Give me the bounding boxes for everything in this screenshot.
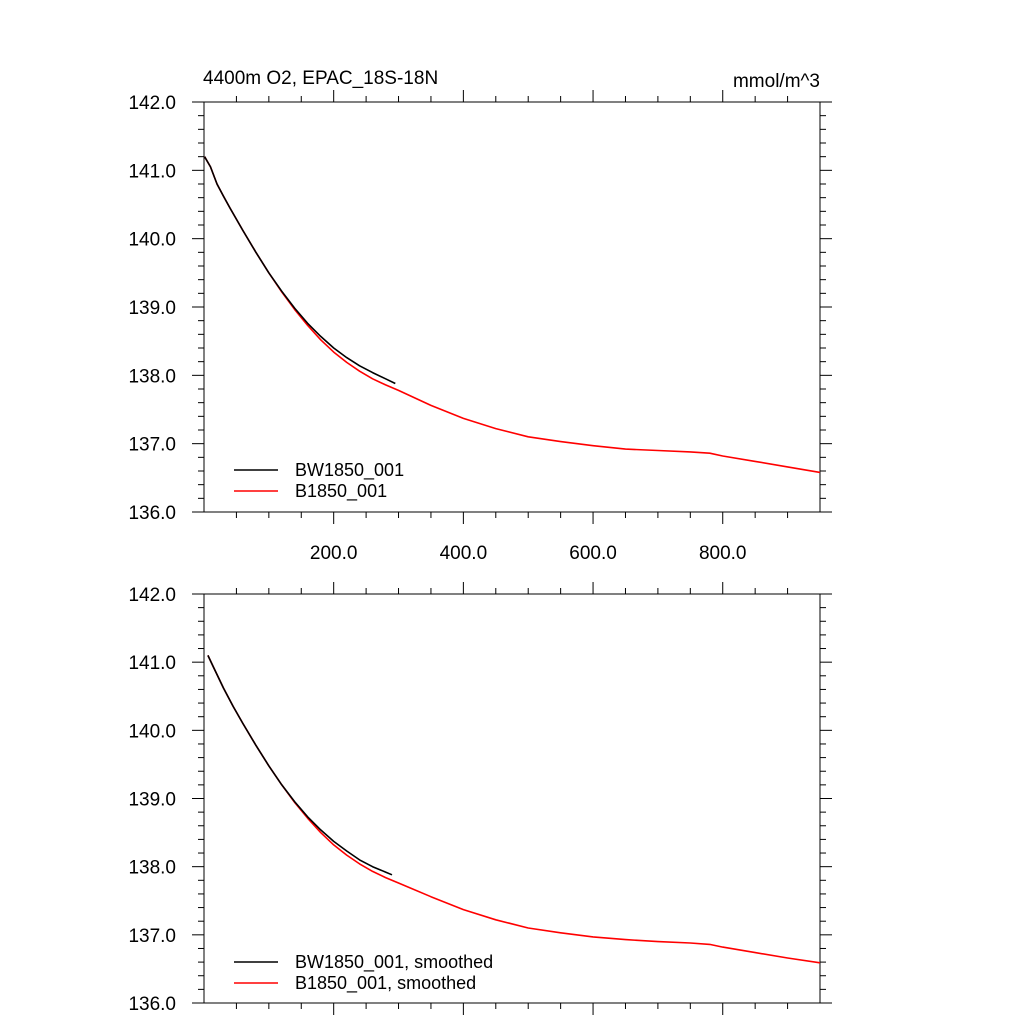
y-tick-label: 138.0 [128, 858, 176, 879]
series-line-b1850-001-smoothed [207, 655, 821, 964]
y-tick-label: 139.0 [128, 790, 176, 811]
series-line-b1850-001 [203, 156, 821, 474]
y-tick-label: 142.0 [128, 585, 176, 606]
series-line-bw1850-001 [203, 156, 396, 385]
y-tick-label: 140.0 [128, 230, 176, 251]
y-tick-label: 137.0 [128, 435, 176, 456]
legend-label: BW1850_001, smoothed [295, 952, 493, 973]
y-tick-label: 141.0 [128, 653, 176, 674]
y-tick-label: 140.0 [128, 721, 176, 742]
y-tick-label: 139.0 [128, 298, 176, 319]
y-tick-label: 136.0 [128, 994, 176, 1015]
y-tick-label: 142.0 [128, 93, 176, 114]
bottom-panel: 136.0 137.0 138.0 139.0 140.0 141.0 142.0 BW185… [128, 582, 832, 1015]
plot-title-left: 4400m O2, EPAC_18S-18N [203, 68, 438, 89]
series-line-bw1850-001-smoothed [207, 655, 393, 876]
plot-frame [203, 101, 821, 513]
x-tick-label: 200.0 [310, 543, 358, 564]
y-tick-label: 136.0 [128, 503, 176, 524]
y-tick-label: 137.0 [128, 926, 176, 947]
x-tick-label: 800.0 [699, 543, 747, 564]
plot-frame [203, 593, 821, 1004]
y-tick-label: 138.0 [128, 366, 176, 387]
top-panel: 136.0 137.0 138.0 139.0 140.0 141.0 142.0 200.0… [128, 90, 832, 564]
legend-label: BW1850_001 [295, 460, 404, 481]
legend-label: B1850_001, smoothed [295, 973, 476, 994]
plot-units-right: mmol/m^3 [733, 71, 820, 92]
x-tick-label: 600.0 [569, 543, 617, 564]
x-tick-label: 400.0 [440, 543, 488, 564]
y-tick-label: 141.0 [128, 161, 176, 182]
legend-label: B1850_001 [295, 481, 387, 502]
